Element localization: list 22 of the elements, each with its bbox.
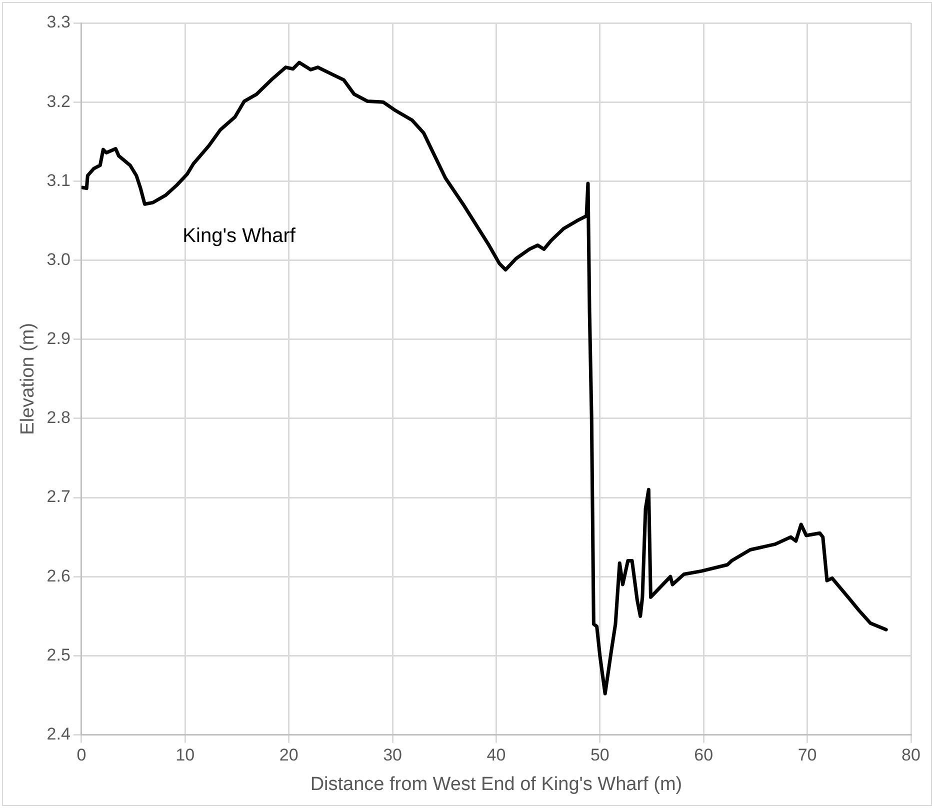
x-tick-label: 30 bbox=[383, 746, 402, 765]
annotation: King's Wharf bbox=[182, 225, 296, 248]
y-tick-label: 2.6 bbox=[46, 566, 70, 586]
x-axis-title: Distance from West End of King's Wharf (m) bbox=[310, 774, 682, 795]
y-tick-label: 2.5 bbox=[46, 645, 70, 664]
x-tick-label: 40 bbox=[486, 746, 506, 765]
y-tick-label: 2.8 bbox=[46, 408, 70, 428]
y-axis-title: Elevation (m) bbox=[18, 322, 39, 435]
x-tick-label: 80 bbox=[902, 746, 920, 765]
y-tick-label: 3.1 bbox=[46, 170, 70, 190]
y-tick-label: 2.7 bbox=[46, 487, 70, 506]
y-tick-label: 2.4 bbox=[46, 724, 70, 744]
y-tick-label: 3.0 bbox=[46, 250, 70, 269]
y-tick-label: 3.2 bbox=[46, 92, 70, 111]
x-tick-label: 10 bbox=[176, 746, 195, 765]
x-tick-label: 60 bbox=[694, 746, 714, 765]
y-tick-label: 3.3 bbox=[46, 12, 70, 32]
x-tick-label: 50 bbox=[590, 746, 610, 765]
x-tick-label: 70 bbox=[798, 746, 817, 765]
x-tick-label: 20 bbox=[279, 746, 298, 765]
y-tick-label: 2.9 bbox=[46, 329, 70, 348]
x-tick-label: 0 bbox=[76, 746, 86, 765]
